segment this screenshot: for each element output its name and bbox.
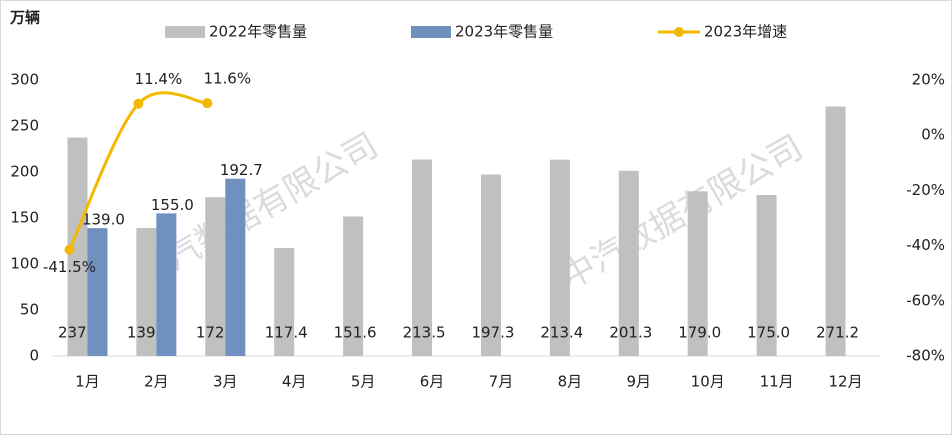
bar [825, 106, 846, 356]
x-tick-label: 12月 [828, 373, 862, 391]
line-point [64, 244, 75, 255]
line-point [133, 98, 144, 109]
x-tick-label: 3月 [213, 373, 238, 391]
data-label: 213.4 [540, 324, 583, 342]
legend-label: 2023年增速 [704, 23, 787, 41]
legend-swatch [165, 26, 205, 38]
y2-tick-label: -60% [906, 291, 945, 309]
x-tick-label: 7月 [489, 373, 514, 391]
y2-tick-label: 0% [921, 126, 945, 144]
legend-label: 2022年零售量 [209, 23, 307, 41]
bar [87, 228, 108, 356]
data-label: 175.0 [747, 324, 790, 342]
y-tick-label: 100 [10, 255, 39, 273]
bar [756, 195, 777, 356]
data-label: 155.0 [151, 196, 194, 214]
bar [480, 174, 501, 356]
y2-tick-label: -80% [906, 347, 945, 365]
y-tick-label: 0 [29, 347, 39, 365]
data-label: -41.5% [43, 258, 96, 276]
x-tick-label: 5月 [351, 373, 376, 391]
x-tick-label: 10月 [691, 373, 725, 391]
data-label: 117.4 [265, 324, 308, 342]
legend-dot [674, 27, 684, 37]
x-tick-label: 1月 [75, 373, 100, 391]
bar [156, 213, 177, 356]
legend-swatch [411, 26, 451, 38]
data-label: 139.0 [82, 211, 125, 229]
bar [343, 216, 364, 356]
x-tick-label: 2月 [144, 373, 169, 391]
bar [618, 170, 639, 356]
data-label: 201.3 [609, 324, 652, 342]
bar [274, 247, 295, 356]
data-label: 11.6% [203, 70, 251, 88]
bar [67, 137, 88, 356]
bar [225, 178, 246, 356]
bar [136, 228, 157, 356]
bar [687, 191, 708, 356]
x-tick-label: 4月 [282, 373, 307, 391]
y-tick-label: 200 [10, 163, 39, 181]
unit-label: 万辆 [9, 9, 40, 27]
data-label: 11.4% [135, 70, 183, 88]
y2-tick-label: 20% [912, 71, 945, 89]
x-tick-label: 11月 [760, 373, 794, 391]
data-label: 271.2 [816, 324, 859, 342]
y-tick-label: 250 [10, 117, 39, 135]
data-label: 197.3 [471, 324, 514, 342]
y-tick-label: 300 [10, 71, 39, 89]
data-label: 192.7 [220, 161, 263, 179]
data-label: 179.0 [678, 324, 721, 342]
x-tick-label: 6月 [420, 373, 445, 391]
line-point [202, 98, 213, 109]
data-label: 213.5 [403, 324, 446, 342]
legend-label: 2023年零售量 [455, 23, 553, 41]
x-tick-label: 8月 [558, 373, 583, 391]
bar [205, 197, 226, 356]
data-label: 151.6 [334, 324, 377, 342]
bar [412, 159, 433, 356]
bar [549, 159, 570, 356]
y2-tick-label: -40% [906, 236, 945, 254]
y2-tick-label: -20% [906, 181, 945, 199]
x-tick-label: 9月 [627, 373, 652, 391]
y-tick-label: 150 [10, 209, 39, 227]
y-tick-label: 50 [20, 301, 39, 319]
